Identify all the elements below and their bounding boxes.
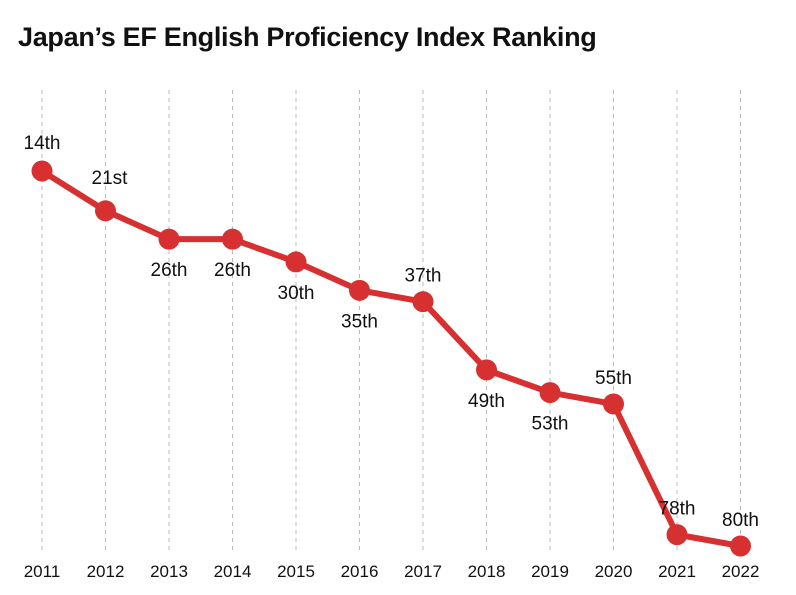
data-point	[95, 200, 116, 222]
data-label: 37th	[405, 266, 442, 287]
data-label: 35th	[341, 311, 378, 332]
data-point	[603, 393, 624, 415]
data-label: 55th	[595, 368, 632, 389]
data-point	[158, 228, 180, 250]
data-label: 21st	[92, 168, 129, 189]
data-point	[285, 251, 307, 273]
x-tick-label: 2014	[214, 562, 252, 581]
data-label: 80th	[722, 510, 759, 531]
data-label: 26th	[214, 260, 251, 281]
data-point	[31, 160, 53, 182]
series-line	[40, 168, 742, 549]
data-label: 78th	[659, 499, 696, 520]
chart-title: Japan’s EF English Proficiency Index Ran…	[18, 22, 597, 52]
x-tick-label: 2019	[531, 562, 569, 581]
data-point	[730, 535, 751, 557]
data-point	[666, 524, 688, 546]
data-label: 53th	[532, 414, 569, 435]
data-point	[412, 291, 434, 313]
x-tick-label: 2017	[404, 562, 442, 581]
x-tick-label: 2020	[595, 562, 633, 581]
data-point	[539, 382, 561, 404]
data-point	[476, 359, 497, 381]
x-tick-label: 2016	[341, 562, 379, 581]
x-tick-label: 2015	[277, 562, 315, 581]
data-label: 26th	[151, 260, 188, 281]
x-tick-label: 2022	[722, 562, 760, 581]
x-tick-label: 2012	[87, 562, 125, 581]
data-label: 14th	[24, 133, 61, 154]
x-tick-label: 2011	[24, 562, 61, 581]
data-label: 49th	[468, 391, 505, 412]
x-tick-label: 2013	[150, 562, 188, 581]
data-point	[222, 228, 243, 250]
x-tick-label: 2018	[468, 562, 506, 581]
data-point	[349, 279, 370, 301]
data-label: 30th	[278, 283, 315, 304]
x-tick-label: 2021	[658, 562, 696, 581]
